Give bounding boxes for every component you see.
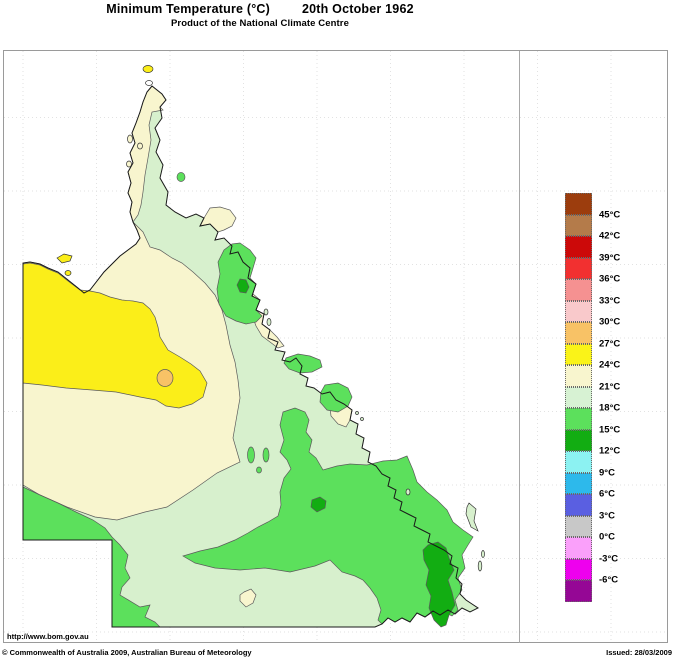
region-charters-green bbox=[283, 353, 323, 374]
legend-swatch-2 bbox=[565, 236, 592, 258]
footer-url: http://www.bom.gov.au bbox=[7, 632, 89, 641]
legend-swatch-11 bbox=[565, 429, 592, 451]
legend-swatch-4 bbox=[565, 279, 592, 301]
region-granite-belt-darkgreen bbox=[422, 541, 456, 628]
legend-label-2: 39°C bbox=[599, 251, 621, 263]
legend-label-11: 12°C bbox=[599, 445, 621, 457]
legend-label-8: 21°C bbox=[599, 380, 621, 392]
legend-swatch-6 bbox=[565, 322, 592, 344]
legend-label-13: 6°C bbox=[599, 488, 615, 500]
qld-coastline bbox=[22, 85, 479, 628]
legend-label-15: 0°C bbox=[599, 531, 615, 543]
region-northwest-core-orange bbox=[156, 369, 174, 387]
region-atherton-core-darkgreen bbox=[236, 278, 250, 294]
region-south-cream-spot bbox=[239, 588, 257, 608]
islet-hinchinbrook-2 bbox=[266, 318, 272, 326]
islet-moreton-2 bbox=[481, 550, 485, 558]
legend-swatch-8 bbox=[565, 365, 592, 387]
legend-label-9: 18°C bbox=[599, 402, 621, 414]
legend-label-5: 30°C bbox=[599, 316, 621, 328]
island-mornington-yellow bbox=[56, 253, 73, 264]
islet-westcoast-3 bbox=[126, 160, 132, 168]
legend-label-3: 36°C bbox=[599, 273, 621, 285]
legend-swatch-1 bbox=[565, 214, 592, 236]
legend-swatch-3 bbox=[565, 257, 592, 279]
legend-label-12: 9°C bbox=[599, 466, 615, 478]
island-fraser bbox=[465, 502, 479, 532]
region-southeast-core-darkgreen bbox=[310, 496, 327, 513]
islet-curtis bbox=[405, 488, 411, 496]
map-subtitle: Product of the National Climate Centre bbox=[171, 18, 349, 29]
legend-label-14: 3°C bbox=[599, 509, 615, 521]
legend-swatch-7 bbox=[565, 343, 592, 365]
legend-label-4: 33°C bbox=[599, 294, 621, 306]
legend-label-7: 24°C bbox=[599, 359, 621, 371]
footer-copyright: © Commonwealth of Australia 2009, Austra… bbox=[2, 648, 252, 657]
islet-whitsunday-2 bbox=[360, 417, 364, 421]
legend-label-17: -6°C bbox=[599, 574, 619, 586]
region-central-green bbox=[319, 382, 353, 413]
legend-swatch-12 bbox=[565, 451, 592, 473]
legend-label-6: 27°C bbox=[599, 337, 621, 349]
legend-label-16: -3°C bbox=[599, 552, 619, 564]
region-peninsula-green-dot bbox=[176, 172, 186, 182]
region-green-dot-b bbox=[262, 447, 270, 463]
legend-swatch-5 bbox=[565, 300, 592, 322]
island-gulf-small-yellow bbox=[64, 270, 72, 276]
map-title: Minimum Temperature (°C) bbox=[106, 2, 270, 16]
legend-swatch-13 bbox=[565, 472, 592, 494]
legend-swatch-18 bbox=[565, 580, 592, 602]
legend-swatch-15 bbox=[565, 515, 592, 537]
islet-westcoast-2 bbox=[137, 142, 143, 150]
queensland-map bbox=[4, 51, 668, 643]
map-date: 20th October 1962 bbox=[301, 2, 414, 16]
legend-swatch-9 bbox=[565, 386, 592, 408]
page-title-row: Minimum Temperature (°C) 20th October 19… bbox=[0, 2, 520, 16]
footer-issued-date: Issued: 28/03/2009 bbox=[606, 648, 672, 657]
islet-whitsunday-1 bbox=[355, 411, 359, 415]
legend-label-10: 15°C bbox=[599, 423, 621, 435]
island-white bbox=[145, 80, 153, 86]
panel-divider bbox=[519, 51, 520, 643]
legend-swatch-10 bbox=[565, 408, 592, 430]
legend-label-0: 45°C bbox=[599, 208, 621, 220]
islet-hinchinbrook-1 bbox=[263, 308, 269, 316]
region-green-dot-a bbox=[247, 446, 255, 464]
legend-label-1: 42°C bbox=[599, 230, 621, 242]
legend-swatch-0 bbox=[565, 193, 592, 215]
legend-swatch-14 bbox=[565, 494, 592, 516]
island-thursday-yellow bbox=[142, 65, 154, 73]
islet-moreton-1 bbox=[477, 560, 483, 572]
map-frame bbox=[3, 50, 668, 643]
legend: 45°C 42°C 39°C 36°C 33°C 30°C 27°C 24°C 21°C 18°C… bbox=[565, 193, 655, 605]
islet-westcoast-1 bbox=[127, 134, 133, 144]
region-green-dot-c bbox=[256, 466, 262, 474]
legend-swatch-16 bbox=[565, 537, 592, 559]
legend-swatch-17 bbox=[565, 558, 592, 580]
